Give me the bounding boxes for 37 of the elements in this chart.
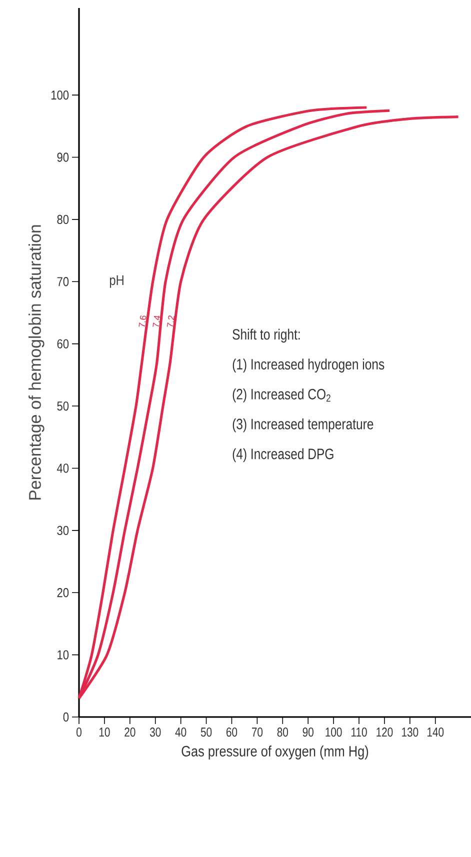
y-tick-label: 100 [51,90,69,100]
y-tick-label: 80 [57,214,69,224]
y-tick-label: 30 [57,526,69,535]
x-tick-label: 120 [376,728,393,737]
x-tick-label: 30 [150,728,161,737]
y-tick-label: 90 [57,152,69,162]
annotation: (2) Increased CO$_{2}$ [232,388,330,402]
y-tick-label: 60 [57,339,69,348]
x-tick-label: 110 [352,728,367,737]
x-tick-label: 20 [124,728,136,737]
x-tick-label: 40 [175,728,186,737]
x-tick-label: 80 [277,728,288,737]
x-tick-label: 90 [302,728,314,737]
annotation: (1) Increased hydrogen ions [232,358,384,373]
y-tick-label: 40 [57,464,69,473]
x-tick-label: 10 [99,728,110,737]
annotation: (3) Increased temperature [232,418,374,432]
x-tick-label: 70 [252,728,263,737]
x-axis-title: Gas pressure of oxygen (mm Hg) [182,746,368,760]
y-tick-label: 70 [57,277,69,286]
x-tick-label: 0 [76,728,82,737]
y-tick-label: 0 [63,712,69,722]
text: 7.6 [138,316,146,327]
text: 7.4 [152,316,160,327]
y-tick-label: 50 [57,401,69,411]
annotation: (4) Increased DPG [232,448,334,462]
x-tick-label: 130 [402,728,418,737]
text: 7.2 [166,316,175,327]
annotation: pH [110,275,124,288]
annotation: Shift to right: [232,328,300,343]
y-tick-label: 10 [58,650,69,660]
y-tick-label: 20 [57,588,69,598]
x-tick-label: 50 [200,728,212,737]
x-tick-label: 140 [428,728,444,737]
x-tick-label: 100 [326,728,342,737]
y-axis-title: Percentage of hemoglobin saturation [28,225,44,500]
x-tick-label: 60 [226,728,238,737]
